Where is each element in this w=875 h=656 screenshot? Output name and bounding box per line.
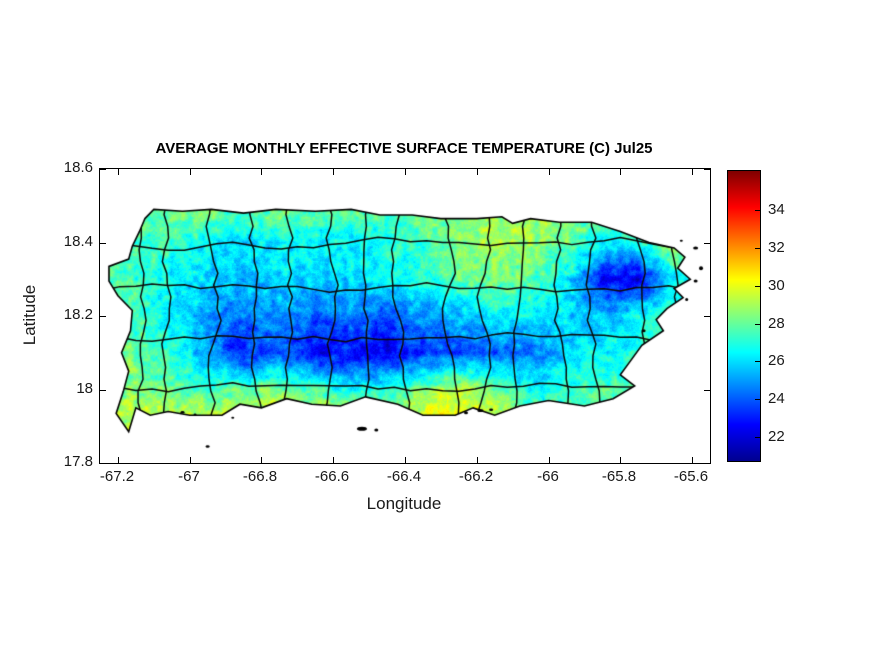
x-tick-label: -66.6 [314, 468, 350, 485]
x-tick-mark [405, 457, 406, 463]
y-tick-mark [100, 169, 106, 170]
y-tick-mark [100, 243, 106, 244]
y-tick-mark [100, 390, 106, 391]
x-tick-mark [549, 457, 550, 463]
x-tick-label: -66.8 [242, 468, 278, 485]
y-tick-mark [704, 243, 710, 244]
x-tick-mark [620, 169, 621, 175]
x-tick-mark [477, 169, 478, 175]
x-tick-mark [118, 457, 119, 463]
x-tick-label: -67 [178, 468, 200, 485]
x-tick-label: -67.2 [99, 468, 135, 485]
x-tick-mark [118, 169, 119, 175]
colorbar-tick-label: 30 [768, 277, 785, 294]
x-tick-label: -66.4 [386, 468, 422, 485]
x-tick-mark [333, 169, 334, 175]
y-tick-label: 18.4 [63, 233, 93, 250]
colorbar-tick-mark [755, 248, 760, 249]
colorbar-tick-label: 26 [768, 352, 785, 369]
x-tick-mark [549, 169, 550, 175]
y-tick-label: 18.6 [63, 159, 93, 176]
x-tick-label: -66 [537, 468, 559, 485]
x-tick-mark [190, 169, 191, 175]
x-tick-mark [692, 457, 693, 463]
y-tick-label: 17.8 [63, 453, 93, 470]
x-tick-label: -65.6 [673, 468, 709, 485]
y-tick-mark [100, 316, 106, 317]
y-tick-mark [704, 463, 710, 464]
x-tick-mark [261, 169, 262, 175]
colorbar-tick-label: 24 [768, 390, 785, 407]
x-axis-label: Longitude [366, 494, 442, 513]
x-tick-mark [477, 457, 478, 463]
x-tick-mark [405, 169, 406, 175]
colorbar-tick-mark [755, 361, 760, 362]
x-tick-mark [190, 457, 191, 463]
y-tick-mark [100, 463, 106, 464]
x-tick-mark [333, 457, 334, 463]
x-tick-mark [692, 169, 693, 175]
x-tick-label: -66.2 [458, 468, 494, 485]
colorbar-tick-mark [755, 210, 760, 211]
x-tick-mark [261, 457, 262, 463]
colorbar-tick-mark [755, 324, 760, 325]
chart-title: AVERAGE MONTHLY EFFECTIVE SURFACE TEMPER… [155, 140, 653, 157]
y-tick-mark [704, 169, 710, 170]
x-tick-mark [620, 457, 621, 463]
x-tick-label: -65.8 [601, 468, 637, 485]
y-tick-label: 18 [76, 380, 93, 397]
y-tick-mark [704, 390, 710, 391]
colorbar [727, 170, 761, 462]
colorbar-tick-label: 32 [768, 239, 785, 256]
colorbar-tick-label: 34 [768, 201, 785, 218]
plot-area [99, 168, 711, 464]
colorbar-tick-label: 28 [768, 315, 785, 332]
y-tick-label: 18.2 [63, 306, 93, 323]
colorbar-tick-mark [755, 286, 760, 287]
colorbar-tick-mark [755, 399, 760, 400]
colorbar-tick-mark [755, 437, 760, 438]
colorbar-tick-label: 22 [768, 428, 785, 445]
puerto-rico-heatmap-canvas [100, 169, 710, 463]
y-tick-mark [704, 316, 710, 317]
